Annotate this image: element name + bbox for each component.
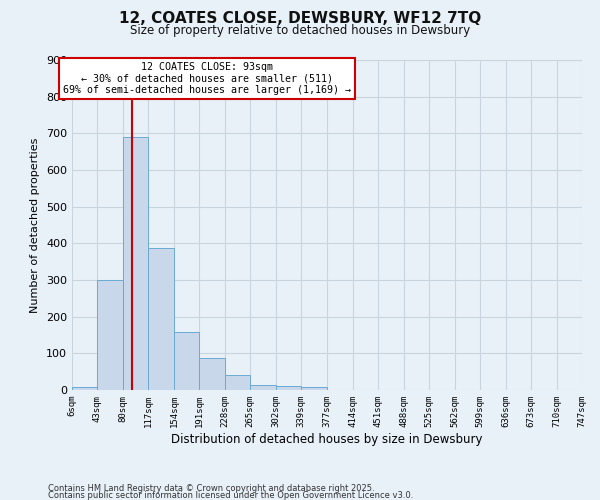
Bar <box>123 137 148 390</box>
Bar <box>97 280 123 390</box>
X-axis label: Distribution of detached houses by size in Dewsbury: Distribution of detached houses by size … <box>171 432 483 446</box>
Y-axis label: Number of detached properties: Number of detached properties <box>31 138 40 312</box>
Bar <box>225 376 250 390</box>
Text: Size of property relative to detached houses in Dewsbury: Size of property relative to detached ho… <box>130 24 470 37</box>
Bar <box>72 388 97 390</box>
Bar <box>250 384 276 390</box>
Bar <box>148 248 174 390</box>
Text: 12, COATES CLOSE, DEWSBURY, WF12 7TQ: 12, COATES CLOSE, DEWSBURY, WF12 7TQ <box>119 11 481 26</box>
Text: 12 COATES CLOSE: 93sqm
← 30% of detached houses are smaller (511)
69% of semi-de: 12 COATES CLOSE: 93sqm ← 30% of detached… <box>63 62 351 95</box>
Bar <box>199 358 225 390</box>
Bar <box>301 387 326 390</box>
Bar <box>174 332 199 390</box>
Text: Contains public sector information licensed under the Open Government Licence v3: Contains public sector information licen… <box>48 491 413 500</box>
Text: Contains HM Land Registry data © Crown copyright and database right 2025.: Contains HM Land Registry data © Crown c… <box>48 484 374 493</box>
Bar <box>276 386 301 390</box>
